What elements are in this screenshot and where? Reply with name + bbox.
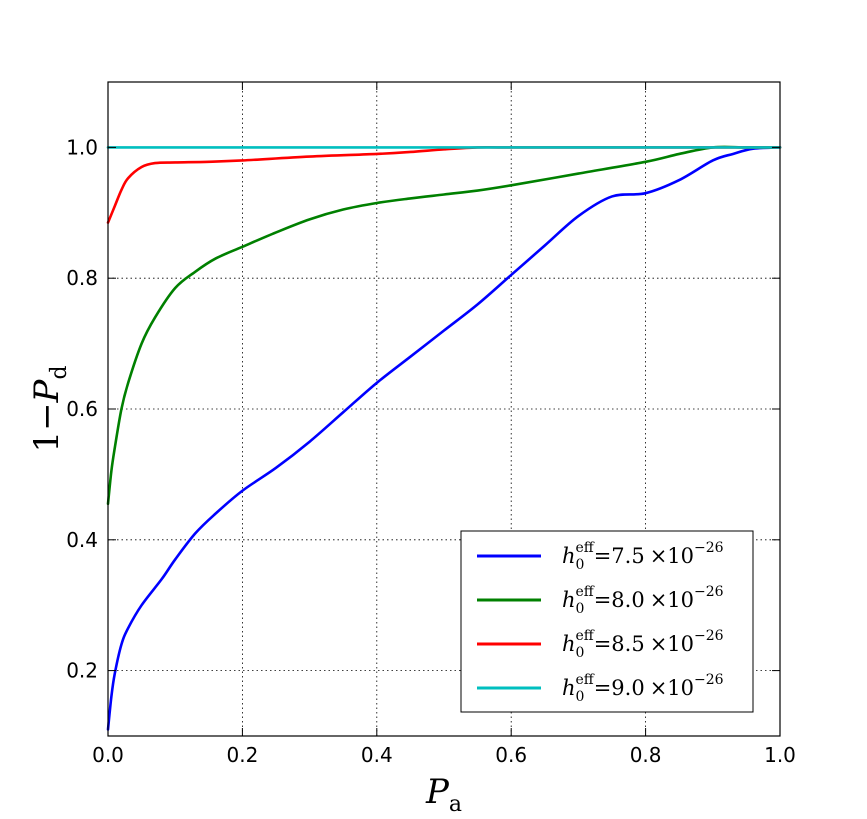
series-line-2 <box>106 145 782 506</box>
x-tick-label: 0.4 <box>361 743 393 767</box>
legend-times: ×10 <box>650 544 694 568</box>
legend-h: h <box>562 544 576 568</box>
y-axis-label-prefix: 1− <box>27 402 67 452</box>
legend-sub: 0 <box>576 645 585 661</box>
legend-label-3: h0eff=8.5 ×10−26 <box>562 628 724 661</box>
legend-sup: eff <box>575 584 594 600</box>
legend-value: =7.5 <box>594 544 645 568</box>
legend-label-4: h0eff=9.0 ×10−26 <box>562 672 724 705</box>
y-tick-label: 0.4 <box>66 528 98 552</box>
y-axis-label: 1−Pd <box>27 365 72 452</box>
legend-exp: −26 <box>694 540 724 556</box>
legend-sub: 0 <box>576 557 585 573</box>
legend-h: h <box>562 588 576 612</box>
x-axis-label-main: P <box>425 772 450 812</box>
x-tick-label: 0.8 <box>630 743 662 767</box>
legend-sup: eff <box>575 628 594 644</box>
x-tick-label: 1.0 <box>764 743 796 767</box>
x-axis-label-sub: a <box>449 792 462 817</box>
y-tick-label: 1.0 <box>66 135 98 159</box>
legend-label-1: h0eff=7.5 ×10−26 <box>562 540 724 573</box>
legend-times: ×10 <box>650 588 694 612</box>
legend-h: h <box>562 676 576 700</box>
y-axis-label-sub: d <box>47 365 72 379</box>
tick-labels: 0.0 0.2 0.4 0.6 0.8 1.0 0.2 0.4 0.6 0.8 1.0 <box>66 135 796 767</box>
series-line-1 <box>106 146 782 731</box>
legend-exp: −26 <box>694 672 724 688</box>
y-axis-label-main: P <box>27 378 67 403</box>
legend-sup: eff <box>575 672 594 688</box>
legend-sup: eff <box>575 540 594 556</box>
legend-exp: −26 <box>694 628 724 644</box>
x-tick-label: 0.6 <box>495 743 527 767</box>
legend-sub: 0 <box>576 689 585 705</box>
x-tick-label: 0.2 <box>226 743 258 767</box>
legend-box <box>460 530 754 713</box>
legend-value: =9.0 <box>594 676 645 700</box>
y-tick-label: 0.2 <box>66 659 98 683</box>
legend-times: ×10 <box>650 632 694 656</box>
y-tick-label: 0.6 <box>66 397 98 421</box>
legend-times: ×10 <box>650 676 694 700</box>
legend-value: =8.0 <box>594 588 645 612</box>
legend-label-2: h0eff=8.0 ×10−26 <box>562 584 724 617</box>
series-lines <box>106 145 782 731</box>
y-tick-label: 0.8 <box>66 266 98 290</box>
ticks <box>107 82 781 736</box>
x-axis-label: Pa <box>425 772 462 817</box>
legend-h: h <box>562 632 576 656</box>
legend-value: =8.5 <box>594 632 645 656</box>
legend-sub: 0 <box>576 601 585 617</box>
x-tick-label: 0.0 <box>92 743 124 767</box>
legend-exp: −26 <box>694 584 724 600</box>
